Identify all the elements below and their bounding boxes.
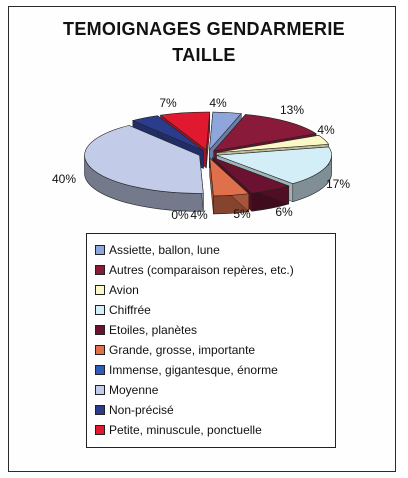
legend-item: Petite, minuscule, ponctuelle [95, 420, 335, 440]
legend-label: Moyenne [109, 383, 159, 397]
legend-swatch [95, 325, 105, 335]
legend-swatch [95, 265, 105, 275]
legend-swatch [95, 245, 105, 255]
data-label-2: 4% [317, 123, 335, 137]
chart-title: TEMOIGNAGES GENDARMERIE [63, 19, 345, 39]
legend-label: Grande, grosse, importante [109, 343, 256, 357]
legend-swatch [95, 305, 105, 315]
data-label-5: 5% [233, 207, 251, 221]
legend-item: Immense, gigantesque, énorme [95, 360, 335, 380]
legend-item: Non-précisé [95, 400, 335, 420]
legend: Assiette, ballon, lune Autres (comparaiso… [86, 233, 336, 448]
legend-label: Autres (comparaison repères, etc.) [109, 263, 294, 277]
legend-item: Assiette, ballon, lune [95, 240, 335, 260]
data-label-0: 4% [209, 96, 227, 110]
pie-slice-5 [209, 157, 250, 215]
data-label-3: 17% [326, 177, 350, 191]
legend-label: Etoiles, planètes [109, 323, 198, 337]
legend-label: Petite, minuscule, ponctuelle [109, 423, 262, 437]
legend-item: Avion [95, 280, 335, 300]
legend-item: Etoiles, planètes [95, 320, 335, 340]
legend-swatch [95, 365, 105, 375]
legend-item: Chiffrée [95, 300, 335, 320]
data-label-4: 6% [275, 205, 293, 219]
legend-swatch [95, 405, 105, 415]
data-label-9: 7% [159, 96, 177, 110]
legend-swatch [95, 345, 105, 355]
legend-label: Avion [109, 283, 139, 297]
data-label-7: 40% [52, 172, 76, 186]
legend-label: Assiette, ballon, lune [109, 243, 220, 257]
legend-swatch [95, 425, 105, 435]
chart-subtitle: TAILLE [172, 45, 236, 65]
legend-item: Autres (comparaison repères, etc.) [95, 260, 335, 280]
data-label-1: 13% [280, 103, 304, 117]
legend-item: Grande, grosse, importante [95, 340, 335, 360]
data-label-6: 0% [171, 208, 189, 222]
data-label-8: 4% [190, 208, 208, 222]
legend-item: Moyenne [95, 380, 335, 400]
legend-label: Chiffrée [109, 303, 151, 317]
legend-label: Immense, gigantesque, énorme [109, 363, 278, 377]
legend-label: Non-précisé [109, 403, 174, 417]
legend-swatch [95, 385, 105, 395]
pie-slice-7 [84, 125, 204, 212]
legend-swatch [95, 285, 105, 295]
